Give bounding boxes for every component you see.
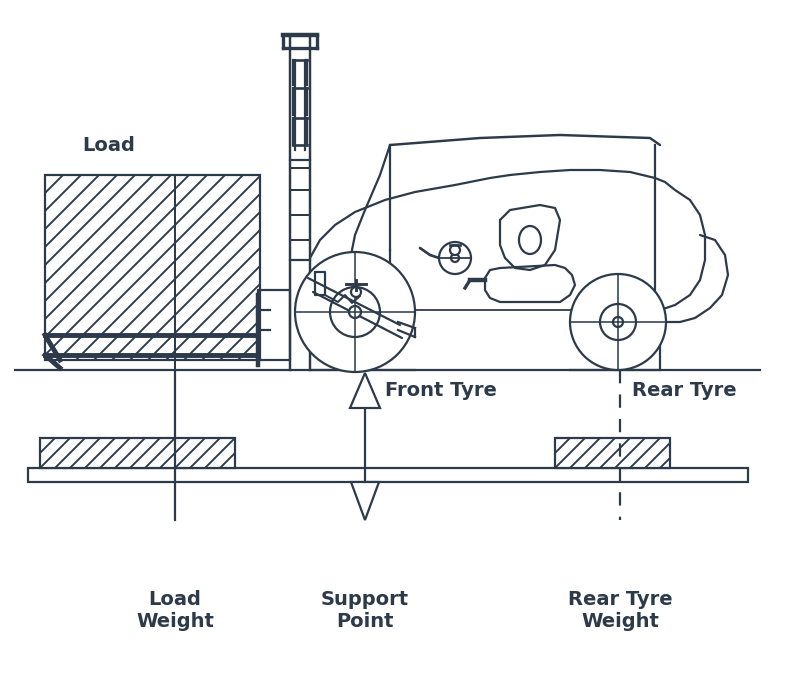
Circle shape	[295, 252, 415, 372]
Circle shape	[613, 317, 623, 327]
Circle shape	[439, 242, 471, 274]
Circle shape	[600, 304, 636, 340]
Text: Load
Weight: Load Weight	[136, 590, 214, 631]
Ellipse shape	[519, 226, 541, 254]
Text: Rear Tyre
Weight: Rear Tyre Weight	[568, 590, 672, 631]
Bar	[28, 468, 748, 482]
Polygon shape	[351, 482, 379, 520]
Polygon shape	[350, 373, 380, 408]
Circle shape	[349, 306, 361, 318]
Text: Front Tyre: Front Tyre	[385, 380, 497, 399]
Bar	[45, 175, 260, 360]
Circle shape	[570, 274, 666, 370]
Text: Load: Load	[82, 136, 135, 155]
Bar	[40, 438, 235, 468]
Circle shape	[450, 245, 460, 255]
Circle shape	[330, 287, 380, 337]
Circle shape	[351, 287, 361, 297]
Circle shape	[451, 254, 459, 262]
Bar	[555, 438, 670, 468]
Text: Support
Point: Support Point	[321, 590, 409, 631]
Text: Rear Tyre: Rear Tyre	[632, 380, 736, 399]
